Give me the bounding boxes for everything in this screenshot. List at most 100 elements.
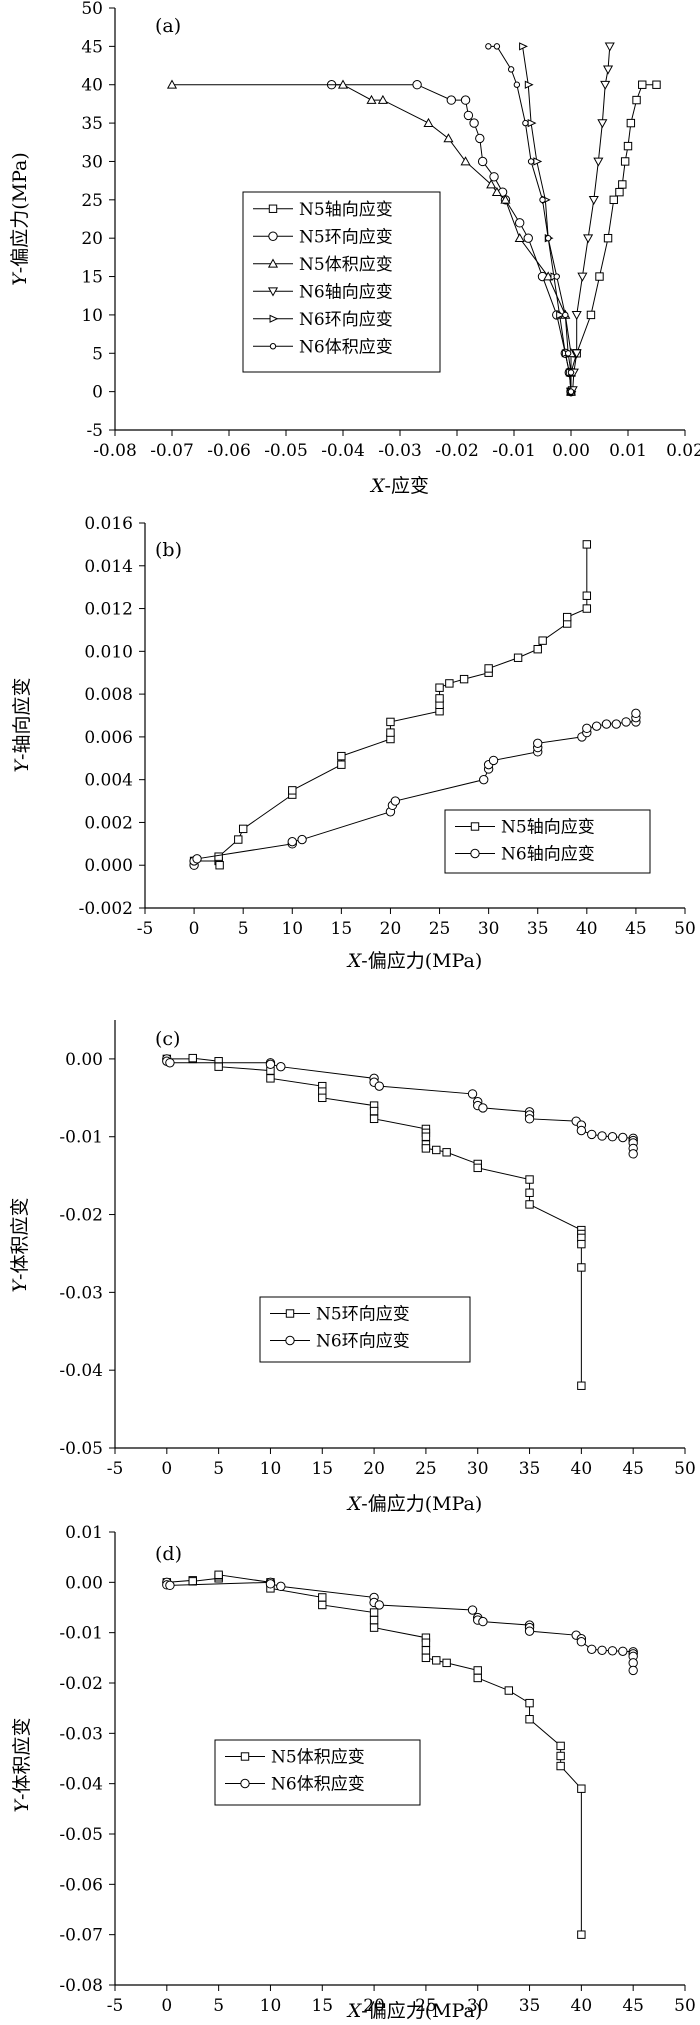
legend-marker <box>285 1309 295 1318</box>
data-point <box>165 1580 175 1591</box>
x-tick-label: -0.03 <box>378 441 422 461</box>
y-tick-label: -0.02 <box>59 1674 103 1694</box>
legend-label: N6环向应变 <box>299 310 393 330</box>
x-axis-title-rest: -偏应力(MPa) <box>361 2000 482 2022</box>
legend-item: N5环向应变 <box>253 227 393 247</box>
y-tick-label: 0.01 <box>65 1523 103 1543</box>
data-point <box>234 835 243 844</box>
data-point <box>489 172 499 182</box>
x-axis-title: X-偏应力(MPa) <box>346 950 483 972</box>
y-tick-label: -0.08 <box>59 1976 103 1996</box>
data-point <box>556 1761 565 1771</box>
y-tick-label: 0.00 <box>65 1573 103 1593</box>
chart-panel-c: -5 0 5 10 15 20 25 30 35 40 45 50 -0.05 -0.04 -0.03 -0.… <box>9 1020 696 1515</box>
data-point <box>369 1114 379 1124</box>
y-tick-label: 35 <box>81 114 103 134</box>
legend-label: N6体积应变 <box>271 1775 365 1795</box>
data-point <box>593 157 604 167</box>
legend-label: N5环向应变 <box>316 1305 410 1325</box>
x-tick-label: 30 <box>478 919 500 939</box>
x-tick-label: 30 <box>467 1996 489 2016</box>
legend-marker <box>285 1335 295 1346</box>
data-point <box>478 1616 488 1627</box>
x-tick-label: 5 <box>213 1996 224 2016</box>
y-tick-label: 30 <box>81 152 103 172</box>
series-line <box>570 46 611 393</box>
data-point <box>473 1163 482 1173</box>
y-tick-label: -0.04 <box>59 1361 103 1381</box>
data-point <box>479 774 489 785</box>
legend-item: N5环向应变 <box>270 1305 410 1325</box>
data-point <box>603 233 613 243</box>
series-2 <box>162 1054 638 1159</box>
data-point <box>469 118 479 128</box>
y-axis-title-italic: Y <box>9 271 31 286</box>
data-point <box>527 158 535 165</box>
data-point <box>600 80 611 90</box>
data-point <box>583 234 594 244</box>
y-axis-title: Y-偏应力(MPa) <box>9 152 31 286</box>
x-tick-label: 50 <box>674 1996 696 2016</box>
data-point <box>556 310 565 320</box>
data-point <box>577 1784 586 1793</box>
data-point <box>587 1129 597 1140</box>
data-point <box>318 1093 327 1103</box>
data-point <box>265 1059 276 1070</box>
y-axis-title-rest: -偏应力(MPa) <box>9 152 31 273</box>
series-1 <box>566 80 661 396</box>
y-axis-title-italic: Y <box>9 1277 31 1292</box>
data-point <box>421 1638 431 1647</box>
data-point <box>525 1715 534 1724</box>
legend: N5轴向应变 N5环向应变 N5体积应变 N6轴向应变 N6环向应变 N6体积应变 <box>242 191 441 373</box>
y-tick-label: 0.008 <box>84 685 133 705</box>
legend-marker <box>267 287 279 297</box>
x-tick-label: -5 <box>107 1459 124 1479</box>
data-point <box>588 195 599 206</box>
x-tick-label: 25 <box>429 919 451 939</box>
x-axis-title-italic: X <box>346 1493 363 1515</box>
chart-panel-d: -5 0 5 10 15 20 25 30 35 40 45 50 -0.08 -0.07 -0.06 -0.… <box>11 1523 696 2022</box>
panel-label: (b) <box>155 539 182 561</box>
data-point <box>582 604 592 613</box>
y-tick-label: -0.01 <box>59 1128 103 1148</box>
x-tick-label: 25 <box>415 1996 437 2016</box>
data-point <box>265 1579 276 1589</box>
data-point <box>477 156 488 167</box>
series-1 <box>162 1053 586 1390</box>
y-tick-label: 0.014 <box>84 557 133 577</box>
y-tick-label: -0.07 <box>59 1926 103 1946</box>
legend-marker <box>267 258 279 268</box>
y-tick-label: -0.02 <box>59 1206 103 1226</box>
legend-marker <box>240 1778 250 1789</box>
data-point <box>493 43 501 50</box>
data-point <box>432 1656 441 1665</box>
x-tick-label: 50 <box>674 1459 696 1479</box>
x-tick-label: -0.08 <box>93 441 137 461</box>
data-point <box>597 119 608 129</box>
data-point <box>638 80 647 89</box>
x-tick-label: 15 <box>311 1459 333 1479</box>
x-axis-title-rest: -偏应力(MPa) <box>361 1493 482 1515</box>
data-point <box>214 1570 223 1579</box>
data-point <box>188 1577 197 1586</box>
data-point <box>276 1581 286 1592</box>
data-point <box>562 612 572 622</box>
data-point <box>435 694 444 703</box>
data-point <box>287 836 297 847</box>
data-point <box>488 755 499 766</box>
x-tick-label: 40 <box>571 1459 593 1479</box>
data-point <box>582 591 592 600</box>
data-point <box>597 1645 607 1655</box>
data-point <box>445 679 454 688</box>
data-point <box>377 94 388 104</box>
data-point <box>577 1239 586 1249</box>
y-tick-label: 45 <box>81 37 103 57</box>
legend-marker <box>269 314 279 323</box>
x-tick-label: 45 <box>622 1459 644 1479</box>
legend-box <box>259 1296 471 1363</box>
panel-label: (a) <box>155 15 181 37</box>
x-tick-label: 0 <box>161 1459 172 1479</box>
data-point <box>577 272 588 282</box>
y-tick-label: -0.03 <box>59 1724 103 1744</box>
